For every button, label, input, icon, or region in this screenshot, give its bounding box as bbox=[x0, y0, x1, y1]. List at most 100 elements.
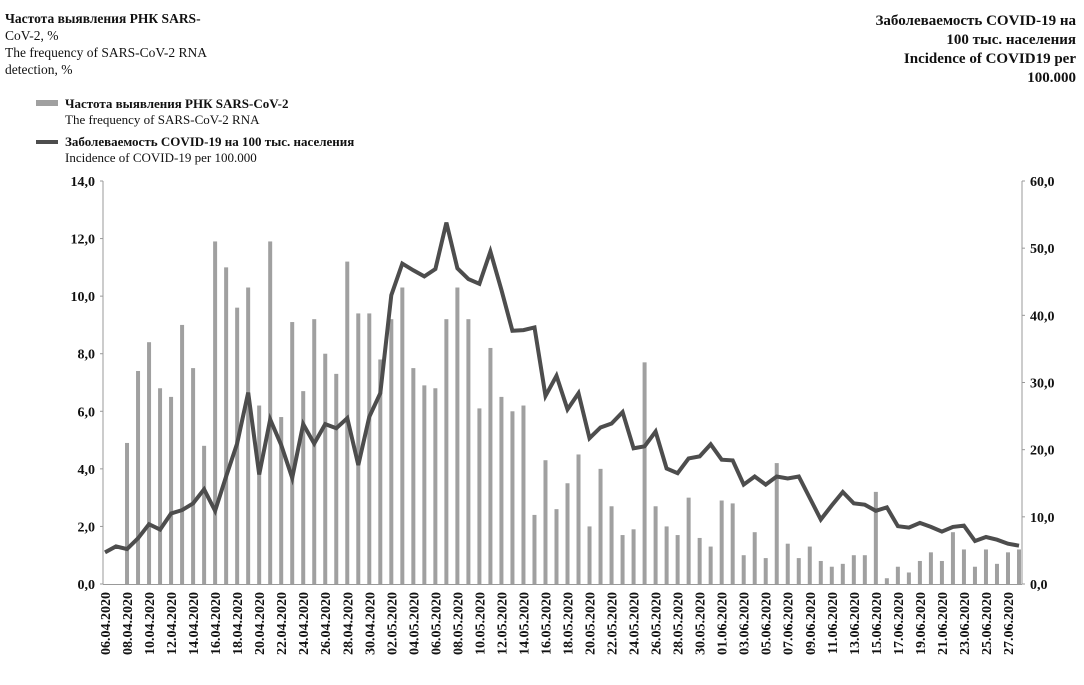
legend-label: Заболеваемость COVID-19 на 100 тыс. насе… bbox=[65, 134, 355, 149]
right-tick-label: 40,0 bbox=[1030, 309, 1055, 324]
bar bbox=[950, 532, 955, 584]
bar bbox=[972, 566, 977, 584]
right-axis-title-line: Заболеваемость COVID-19 на bbox=[875, 13, 1076, 29]
right-tick-label: 60,0 bbox=[1030, 175, 1055, 190]
bar bbox=[796, 558, 801, 584]
x-tick-label: 14.05.2020 bbox=[517, 592, 532, 655]
x-tick-label: 14.04.2020 bbox=[187, 592, 202, 655]
right-axis-title: Заболеваемость COVID-19 на 100 тыс. насе… bbox=[816, 12, 1076, 88]
x-tick-label: 19.06.2020 bbox=[914, 592, 929, 655]
right-tick-label: 30,0 bbox=[1030, 377, 1055, 392]
right-axis-title-line: 100.000 bbox=[1027, 70, 1076, 86]
bar bbox=[400, 287, 405, 584]
bar bbox=[741, 555, 746, 584]
bar bbox=[378, 359, 383, 584]
bar bbox=[466, 319, 471, 584]
x-tick-label: 07.06.2020 bbox=[782, 592, 797, 655]
bar bbox=[664, 526, 669, 584]
bar bbox=[1017, 549, 1021, 584]
bar bbox=[202, 445, 207, 584]
bar bbox=[532, 514, 537, 584]
bar bbox=[543, 460, 548, 584]
x-tick-label: 12.04.2020 bbox=[165, 592, 180, 655]
x-tick-label: 17.06.2020 bbox=[892, 592, 907, 655]
bar bbox=[994, 563, 999, 584]
left-tick-label: 0,0 bbox=[78, 578, 96, 593]
x-tick-label: 28.04.2020 bbox=[341, 592, 356, 655]
bar bbox=[631, 529, 636, 584]
left-axis-title-line: CoV-2, % bbox=[5, 28, 59, 43]
legend-label: The frequency of SARS-CoV-2 RNA bbox=[65, 112, 260, 127]
x-tick-label: 26.04.2020 bbox=[319, 592, 334, 655]
bar bbox=[565, 483, 570, 584]
bar bbox=[1005, 552, 1010, 584]
x-tick-label: 02.05.2020 bbox=[385, 592, 400, 655]
bar bbox=[576, 454, 581, 584]
bar bbox=[224, 267, 229, 584]
bar bbox=[873, 491, 878, 584]
x-tick-label: 05.06.2020 bbox=[760, 592, 775, 655]
left-tick-label: 8,0 bbox=[78, 348, 96, 363]
left-axis-title-line: The frequency of SARS-CoV-2 RNA bbox=[5, 45, 207, 60]
right-tick-label: 0,0 bbox=[1030, 578, 1048, 593]
x-tick-label: 11.06.2020 bbox=[826, 592, 841, 654]
bar bbox=[367, 313, 372, 584]
legend-swatch-bar bbox=[36, 100, 58, 106]
x-tick-label: 18.05.2020 bbox=[562, 592, 577, 655]
bar bbox=[917, 560, 922, 584]
x-tick-label: 09.06.2020 bbox=[804, 592, 819, 655]
x-tick-label: 23.06.2020 bbox=[958, 592, 973, 655]
bar bbox=[510, 411, 515, 584]
x-tick-label: 21.06.2020 bbox=[936, 592, 951, 655]
bar bbox=[411, 368, 416, 584]
bar bbox=[697, 537, 702, 584]
bar bbox=[312, 319, 317, 584]
bar bbox=[763, 558, 768, 584]
bar bbox=[158, 388, 163, 584]
bar bbox=[598, 468, 603, 584]
x-tick-label: 18.04.2020 bbox=[231, 592, 246, 655]
x-tick-label: 12.05.2020 bbox=[495, 592, 510, 655]
bar bbox=[653, 506, 658, 584]
left-tick-label: 4,0 bbox=[78, 463, 96, 478]
bar bbox=[389, 319, 394, 584]
x-tick-label: 20.05.2020 bbox=[584, 592, 599, 655]
x-tick-label: 28.05.2020 bbox=[672, 592, 687, 655]
bar bbox=[906, 572, 911, 584]
bar bbox=[829, 566, 834, 584]
bar bbox=[961, 549, 966, 584]
bar bbox=[422, 385, 427, 584]
bar bbox=[554, 509, 559, 584]
legend-label: Частота выявления РНК SARS-CoV-2 bbox=[65, 96, 289, 111]
bar bbox=[213, 241, 218, 584]
legend-item-line: Заболеваемость COVID-19 на 100 тыс. насе… bbox=[36, 134, 355, 166]
bar bbox=[169, 396, 174, 584]
right-tick-label: 50,0 bbox=[1030, 242, 1055, 257]
bar bbox=[477, 408, 482, 584]
bar bbox=[752, 532, 757, 584]
bar bbox=[642, 362, 647, 584]
bar bbox=[334, 373, 339, 584]
bar bbox=[840, 563, 845, 584]
bar bbox=[180, 324, 185, 584]
right-tick-label: 20,0 bbox=[1030, 444, 1055, 459]
bar bbox=[521, 405, 526, 584]
x-tick-label: 04.05.2020 bbox=[407, 592, 422, 655]
bar bbox=[862, 555, 867, 584]
left-axis-title: Частота выявления РНК SARS- CoV-2, % The… bbox=[5, 10, 265, 78]
x-tick-label: 26.05.2020 bbox=[650, 592, 665, 655]
bar bbox=[719, 500, 724, 584]
bar bbox=[895, 566, 900, 584]
x-tick-label: 16.04.2020 bbox=[209, 592, 224, 655]
bar bbox=[444, 319, 449, 584]
bar bbox=[774, 463, 779, 584]
x-tick-label: 01.06.2020 bbox=[716, 592, 731, 655]
bar bbox=[620, 535, 625, 584]
right-axis-title-line: Incidence of COVID19 per bbox=[903, 51, 1076, 67]
bar bbox=[884, 578, 889, 584]
bar bbox=[587, 526, 592, 584]
bar bbox=[290, 322, 295, 584]
bar bbox=[323, 353, 328, 584]
bar bbox=[257, 405, 262, 584]
